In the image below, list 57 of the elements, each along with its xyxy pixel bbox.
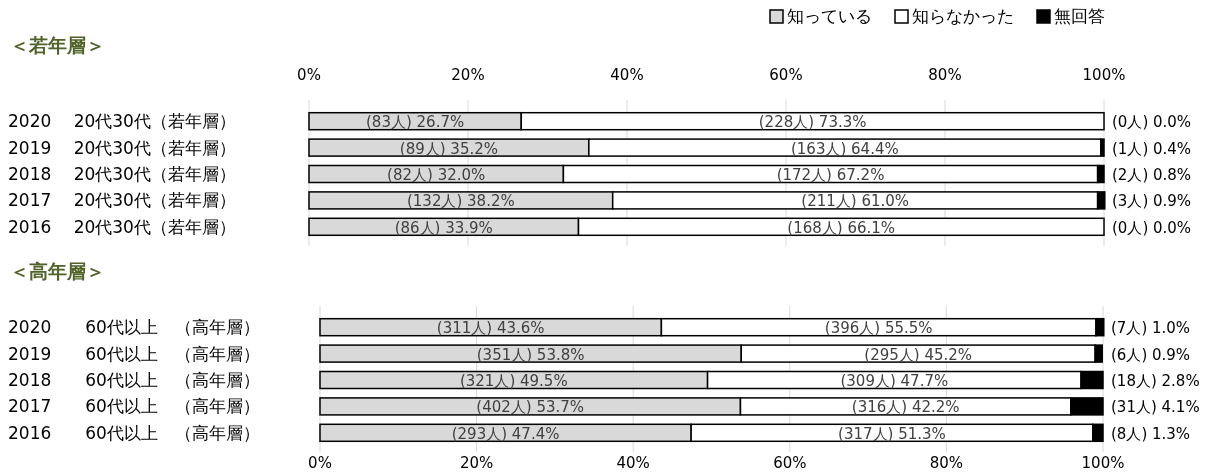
data-label: (2人) 0.8% <box>1112 166 1192 184</box>
data-label: (31人) 4.1% <box>1111 398 1200 417</box>
x-tick-label: 20% <box>459 454 494 472</box>
text: ＜若年層＞ <box>10 34 105 56</box>
legend-label: 知らなかった <box>912 6 1014 26</box>
y-tick-label: 2018 60代以上 （高年層） <box>8 370 260 390</box>
legend-label: 無回答 <box>1054 6 1105 26</box>
data-label: (83人) 26.7% <box>366 113 465 132</box>
y-tick-label: 2017 60代以上 （高年層） <box>8 396 260 417</box>
y-tick-label: 2020 20代30代（若年層） <box>8 111 236 132</box>
x-tick-label: 0% <box>297 66 321 84</box>
data-label: (317人) 51.3% <box>838 424 946 443</box>
data-label: (89人) 35.2% <box>399 139 499 158</box>
x-tick-label: 100% <box>1081 454 1125 472</box>
data-label: (351人) 53.8% <box>476 345 585 364</box>
legend-label: 知っている <box>787 6 872 26</box>
data-label: (7人) 1.0% <box>1111 319 1191 338</box>
x-tick-label: 80% <box>929 454 964 472</box>
data-label: (132人) 38.2% <box>406 192 515 211</box>
x-tick-label: 0% <box>308 454 332 472</box>
x-tick-label: 20% <box>451 66 485 84</box>
data-label: (6人) 0.9% <box>1111 345 1191 364</box>
data-label: (0人) 0.0% <box>1112 218 1192 237</box>
data-label: (402人) 53.7% <box>476 398 585 417</box>
data-label: (18人) 2.8% <box>1111 372 1200 390</box>
text: ＜高年層＞ <box>10 260 105 282</box>
data-label: (3人) 0.9% <box>1112 192 1192 211</box>
data-label: (1人) 0.4% <box>1112 139 1192 158</box>
data-label: (8人) 1.3% <box>1111 424 1191 443</box>
x-tick-label: 100% <box>1082 66 1126 84</box>
data-label: (396人) 55.5% <box>824 319 933 338</box>
x-tick-label: 60% <box>773 454 807 472</box>
data-label: (211人) 61.0% <box>801 192 910 211</box>
y-tick-label: 2016 20代30代（若年層） <box>8 216 236 237</box>
data-label: (309人) 47.7% <box>840 372 949 390</box>
data-label: (228人) 73.3% <box>758 113 867 132</box>
y-tick-label: 2018 20代30代（若年層） <box>8 164 236 184</box>
data-label: (163人) 64.4% <box>790 139 899 158</box>
data-label: (86人) 33.9% <box>394 218 493 237</box>
y-tick-label: 2016 60代以上 （高年層） <box>8 422 260 443</box>
y-tick-label: 2020 60代以上 （高年層） <box>8 317 260 338</box>
y-tick-label: 2019 60代以上 （高年層） <box>8 343 260 364</box>
x-tick-label: 60% <box>769 66 803 84</box>
data-label: (172人) 67.2% <box>776 166 885 184</box>
data-label: (316人) 42.2% <box>851 398 960 417</box>
x-tick-label: 80% <box>928 66 962 84</box>
y-tick-label: 2017 20代30代（若年層） <box>8 190 236 211</box>
y-tick-label: 2019 20代30代（若年層） <box>8 137 236 158</box>
data-label: (0人) 0.0% <box>1112 113 1192 132</box>
x-tick-label: 40% <box>616 454 650 472</box>
data-label: (293人) 47.4% <box>451 424 560 443</box>
data-label: (321人) 49.5% <box>459 372 568 390</box>
data-label: (295人) 45.2% <box>864 345 973 364</box>
data-label: (82人) 32.0% <box>387 166 486 184</box>
x-tick-label: 40% <box>610 66 644 84</box>
data-label: (311人) 43.6% <box>436 319 545 338</box>
data-label: (168人) 66.1% <box>787 218 896 237</box>
